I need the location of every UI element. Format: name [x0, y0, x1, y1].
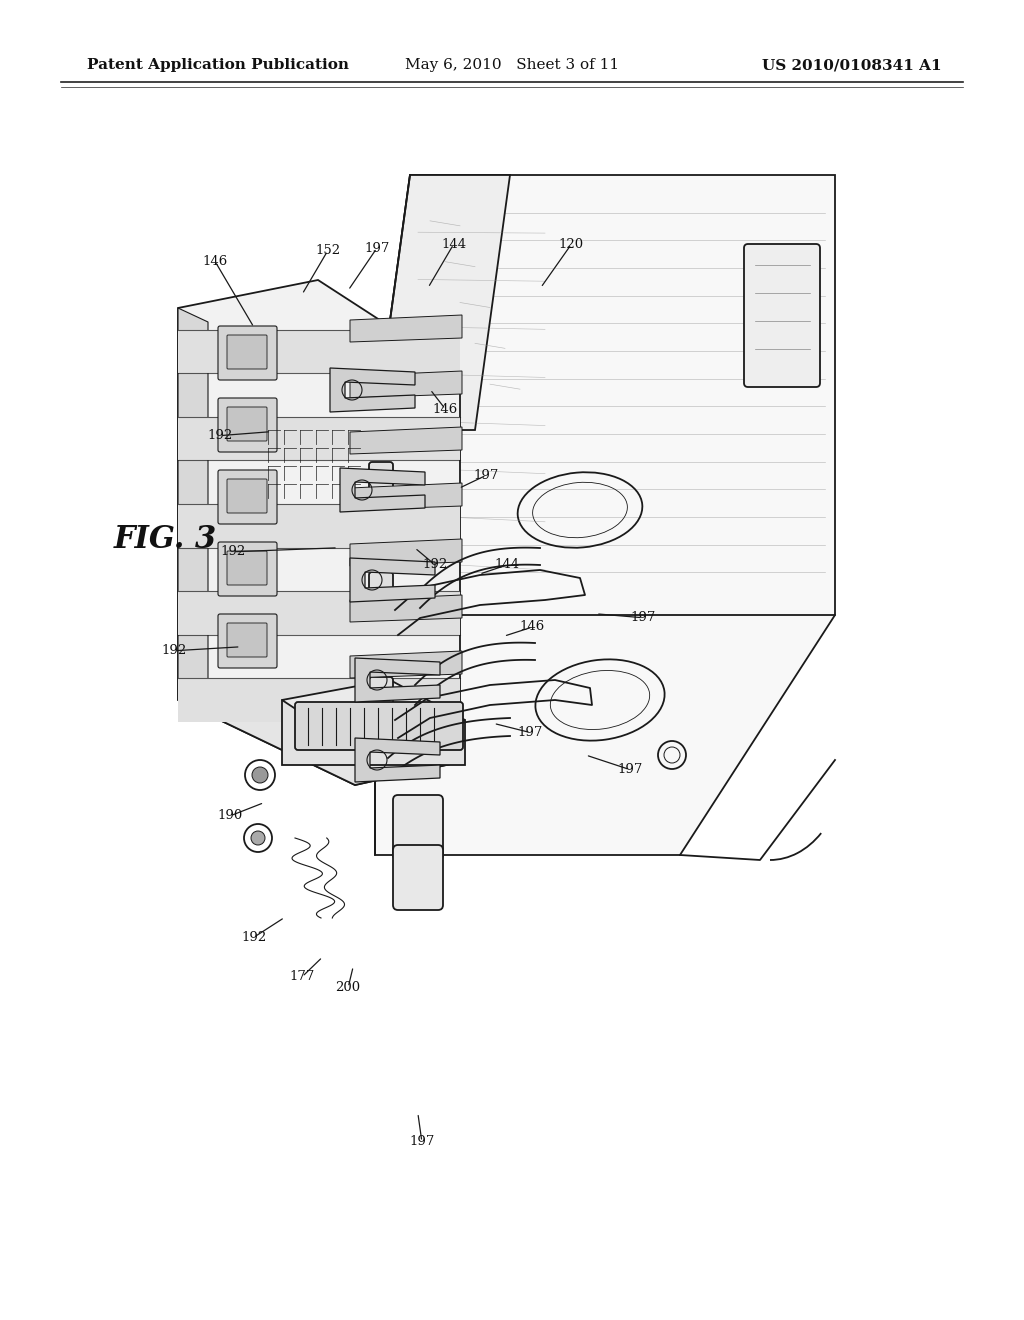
Polygon shape: [178, 680, 460, 785]
FancyBboxPatch shape: [218, 399, 278, 451]
FancyBboxPatch shape: [393, 845, 443, 909]
Polygon shape: [178, 591, 460, 635]
FancyBboxPatch shape: [227, 550, 267, 585]
Text: 200: 200: [336, 981, 360, 994]
Text: 192: 192: [221, 545, 246, 558]
Polygon shape: [350, 483, 462, 510]
Text: 197: 197: [518, 726, 543, 739]
Polygon shape: [350, 426, 462, 454]
Polygon shape: [178, 678, 460, 722]
Text: US 2010/0108341 A1: US 2010/0108341 A1: [763, 58, 942, 73]
Text: 144: 144: [495, 558, 519, 572]
Text: 192: 192: [162, 644, 186, 657]
Text: FIG. 3: FIG. 3: [114, 524, 217, 556]
Text: 120: 120: [559, 238, 584, 251]
FancyBboxPatch shape: [227, 335, 267, 370]
Text: 152: 152: [315, 244, 340, 257]
Polygon shape: [375, 176, 510, 430]
Polygon shape: [340, 469, 425, 512]
Text: 192: 192: [242, 931, 266, 944]
Polygon shape: [355, 738, 440, 781]
Polygon shape: [350, 371, 462, 399]
FancyBboxPatch shape: [393, 795, 443, 861]
Polygon shape: [330, 368, 415, 412]
Polygon shape: [178, 308, 208, 711]
Text: 146: 146: [520, 620, 545, 634]
Text: 190: 190: [218, 809, 243, 822]
Text: 177: 177: [290, 970, 314, 983]
FancyBboxPatch shape: [744, 244, 820, 387]
FancyBboxPatch shape: [295, 702, 463, 750]
FancyBboxPatch shape: [218, 614, 278, 668]
Polygon shape: [355, 657, 440, 702]
Text: 192: 192: [423, 558, 447, 572]
Text: 192: 192: [208, 429, 232, 442]
Circle shape: [252, 767, 268, 783]
FancyBboxPatch shape: [218, 326, 278, 380]
Text: 197: 197: [617, 763, 642, 776]
Polygon shape: [178, 417, 460, 461]
FancyBboxPatch shape: [227, 623, 267, 657]
Polygon shape: [178, 280, 460, 785]
Text: 146: 146: [203, 255, 227, 268]
Polygon shape: [282, 700, 465, 766]
Text: 146: 146: [433, 403, 458, 416]
FancyBboxPatch shape: [218, 543, 278, 597]
Text: 197: 197: [474, 469, 499, 482]
FancyBboxPatch shape: [227, 479, 267, 513]
FancyBboxPatch shape: [369, 677, 393, 723]
Polygon shape: [178, 504, 460, 548]
Polygon shape: [375, 176, 835, 855]
Text: May 6, 2010   Sheet 3 of 11: May 6, 2010 Sheet 3 of 11: [404, 58, 620, 73]
Circle shape: [251, 832, 265, 845]
FancyBboxPatch shape: [227, 407, 267, 441]
FancyBboxPatch shape: [369, 462, 393, 508]
Text: 197: 197: [365, 242, 389, 255]
Polygon shape: [178, 330, 460, 374]
Text: 197: 197: [410, 1135, 434, 1148]
Polygon shape: [350, 315, 462, 342]
Polygon shape: [350, 595, 462, 622]
Polygon shape: [350, 558, 435, 602]
Text: 197: 197: [631, 611, 655, 624]
Text: 144: 144: [441, 238, 466, 251]
FancyBboxPatch shape: [218, 470, 278, 524]
Text: Patent Application Publication: Patent Application Publication: [87, 58, 349, 73]
FancyBboxPatch shape: [369, 572, 393, 618]
Polygon shape: [350, 651, 462, 678]
Polygon shape: [350, 539, 462, 566]
Polygon shape: [282, 680, 465, 748]
